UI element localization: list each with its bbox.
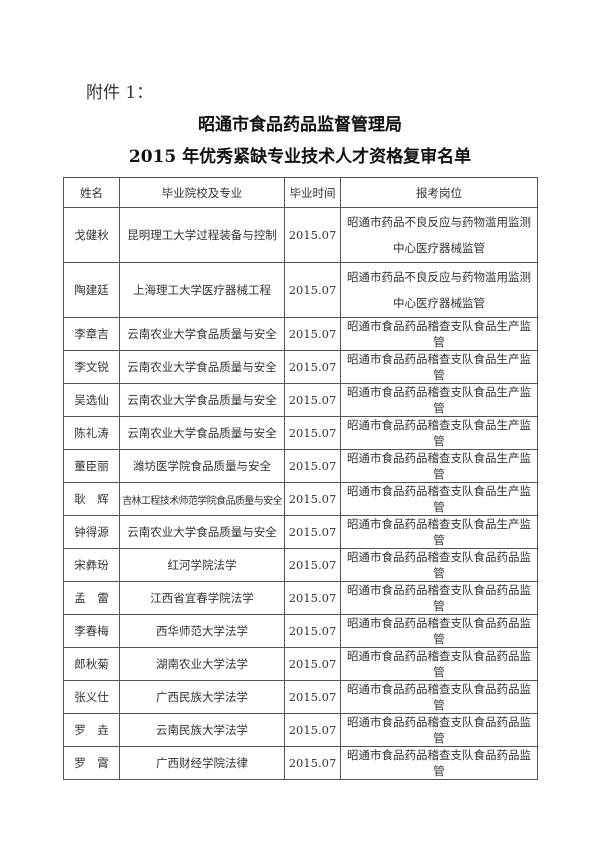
cell-name: 孟 雷: [63, 581, 120, 615]
cell-graduation-date: 2015.07: [284, 515, 341, 549]
table-row: 张义仕 广西民族大学法学 2015.07 昭通市食品药品稽查支队食品药品监管: [63, 680, 538, 714]
cell-graduation-date: 2015.07: [284, 449, 341, 483]
cell-name: 李章吉: [63, 317, 120, 351]
cell-graduation-date: 2015.07: [284, 317, 341, 351]
cell-school-major: 广西财经学院法律: [119, 746, 285, 780]
document-subtitle: 2015 年优秀紧缺专业技术人才资格复审名单: [128, 147, 472, 167]
cell-position: 昭通市食品药品稽查支队食品药品监管: [340, 548, 538, 582]
cell-position: 昭通市食品药品稽查支队食品药品监管: [340, 713, 538, 747]
cell-school-major: 云南农业大学食品质量与安全: [119, 317, 285, 351]
cell-position: 昭通市药品不良反应与药物滥用监测中心医疗器械监管: [340, 207, 538, 263]
header-graduation-date: 毕业时间: [284, 177, 341, 208]
cell-position: 昭通市食品药品稽查支队食品生产监管: [340, 482, 538, 516]
cell-name: 李文锐: [63, 350, 120, 384]
cell-position: 昭通市食品药品稽查支队食品药品监管: [340, 680, 538, 714]
cell-graduation-date: 2015.07: [284, 383, 341, 417]
cell-position: 昭通市食品药品稽查支队食品药品监管: [340, 614, 538, 648]
attachment-label: 附件 1：: [86, 83, 154, 103]
cell-school-major: 红河学院法学: [119, 548, 285, 582]
cell-school-major: 江西省宜春学院法学: [119, 581, 285, 615]
cell-position: 昭通市食品药品稽查支队食品生产监管: [340, 515, 538, 549]
cell-graduation-date: 2015.07: [284, 647, 341, 681]
cell-graduation-date: 2015.07: [284, 482, 341, 516]
table-row: 耿 辉吉林工程技术师范学院食品质量与安全 2015.07 昭通市食品药品稽查支队食品…: [63, 482, 538, 516]
candidate-table: 姓名 毕业院校及专业 毕业时间 报考岗位 戈健秋 昆明理工大学过程装备与控制 201…: [63, 177, 538, 780]
cell-graduation-date: 2015.07: [284, 614, 341, 648]
table-header-row: 姓名 毕业院校及专业 毕业时间 报考岗位: [63, 177, 538, 208]
cell-name: 董臣丽: [63, 449, 120, 483]
header-name: 姓名: [63, 177, 120, 208]
cell-name: 罗 霄: [63, 746, 120, 780]
document-title: 昭通市食品药品监督管理局: [198, 115, 402, 135]
cell-position: 昭通市食品药品稽查支队食品药品监管: [340, 746, 538, 780]
table-row: 郎秋菊 湖南农业大学法学 2015.07 昭通市食品药品稽查支队食品药品监管: [63, 647, 538, 681]
cell-school-major: 昆明理工大学过程装备与控制: [119, 207, 285, 263]
cell-name: 罗 垚: [63, 713, 120, 747]
cell-graduation-date: 2015.07: [284, 262, 341, 318]
table-row: 李春梅 西华师范大学法学 2015.07 昭通市食品药品稽查支队食品药品监管: [63, 614, 538, 648]
table-row: 罗 垚云南民族大学法学 2015.07 昭通市食品药品稽查支队食品药品监管: [63, 713, 538, 747]
table-row: 李文锐 云南农业大学食品质量与安全 2015.07 昭通市食品药品稽查支队食品生产监管: [63, 350, 538, 384]
cell-graduation-date: 2015.07: [284, 746, 341, 780]
cell-position: 昭通市食品药品稽查支队食品生产监管: [340, 416, 538, 450]
cell-graduation-date: 2015.07: [284, 548, 341, 582]
table-row: 罗 霄广西财经学院法律 2015.07 昭通市食品药品稽查支队食品药品监管: [63, 746, 538, 780]
cell-position: 昭通市食品药品稽查支队食品生产监管: [340, 383, 538, 417]
cell-name: 钟得源: [63, 515, 120, 549]
table-row: 陈礼涛 云南农业大学食品质量与安全 2015.07 昭通市食品药品稽查支队食品生产监管: [63, 416, 538, 450]
cell-position: 昭通市食品药品稽查支队食品生产监管: [340, 317, 538, 351]
cell-name: 郎秋菊: [63, 647, 120, 681]
table-row: 钟得源 云南农业大学食品质量与安全 2015.07 昭通市食品药品稽查支队食品生产监管: [63, 515, 538, 549]
cell-graduation-date: 2015.07: [284, 713, 341, 747]
cell-graduation-date: 2015.07: [284, 680, 341, 714]
cell-graduation-date: 2015.07: [284, 350, 341, 384]
table-row: 陶建廷 上海理工大学医疗器械工程 2015.07 昭通市药品不良反应与药物滥用监测中心…: [63, 262, 538, 318]
cell-school-major: 云南民族大学法学: [119, 713, 285, 747]
cell-name: 宋彝玢: [63, 548, 120, 582]
header-school-major: 毕业院校及专业: [119, 177, 285, 208]
cell-name: 李春梅: [63, 614, 120, 648]
header-position: 报考岗位: [340, 177, 538, 208]
cell-graduation-date: 2015.07: [284, 416, 341, 450]
cell-school-major: 广西民族大学法学: [119, 680, 285, 714]
cell-position: 昭通市食品药品稽查支队食品药品监管: [340, 647, 538, 681]
cell-name: 戈健秋: [63, 207, 120, 263]
cell-name: 陶建廷: [63, 262, 120, 318]
cell-school-major: 吉林工程技术师范学院食品质量与安全: [119, 482, 285, 516]
table-row: 李章吉 云南农业大学食品质量与安全 2015.07 昭通市食品药品稽查支队食品生产监管: [63, 317, 538, 351]
cell-graduation-date: 2015.07: [284, 207, 341, 263]
table-row: 董臣丽 潍坊医学院食品质量与安全 2015.07 昭通市食品药品稽查支队食品生产监管: [63, 449, 538, 483]
cell-position: 昭通市食品药品稽查支队食品药品监管: [340, 581, 538, 615]
table-row: 吴选仙 云南农业大学食品质量与安全 2015.07 昭通市食品药品稽查支队食品生产监管: [63, 383, 538, 417]
table-row: 孟 雷江西省宜春学院法学 2015.07 昭通市食品药品稽查支队食品药品监管: [63, 581, 538, 615]
cell-name: 陈礼涛: [63, 416, 120, 450]
cell-name: 张义仕: [63, 680, 120, 714]
cell-school-major: 上海理工大学医疗器械工程: [119, 262, 285, 318]
cell-school-major: 云南农业大学食品质量与安全: [119, 416, 285, 450]
cell-school-major: 西华师范大学法学: [119, 614, 285, 648]
cell-name: 耿 辉: [63, 482, 120, 516]
cell-position: 昭通市食品药品稽查支队食品生产监管: [340, 350, 538, 384]
cell-school-major: 湖南农业大学法学: [119, 647, 285, 681]
cell-position: 昭通市食品药品稽查支队食品生产监管: [340, 449, 538, 483]
table-row: 戈健秋 昆明理工大学过程装备与控制 2015.07 昭通市药品不良反应与药物滥用监测中…: [63, 207, 538, 263]
cell-school-major: 云南农业大学食品质量与安全: [119, 350, 285, 384]
cell-school-major: 潍坊医学院食品质量与安全: [119, 449, 285, 483]
cell-name: 吴选仙: [63, 383, 120, 417]
cell-graduation-date: 2015.07: [284, 581, 341, 615]
cell-position: 昭通市药品不良反应与药物滥用监测中心医疗器械监管: [340, 262, 538, 318]
cell-school-major: 云南农业大学食品质量与安全: [119, 383, 285, 417]
cell-school-major: 云南农业大学食品质量与安全: [119, 515, 285, 549]
table-row: 宋彝玢 红河学院法学 2015.07 昭通市食品药品稽查支队食品药品监管: [63, 548, 538, 582]
